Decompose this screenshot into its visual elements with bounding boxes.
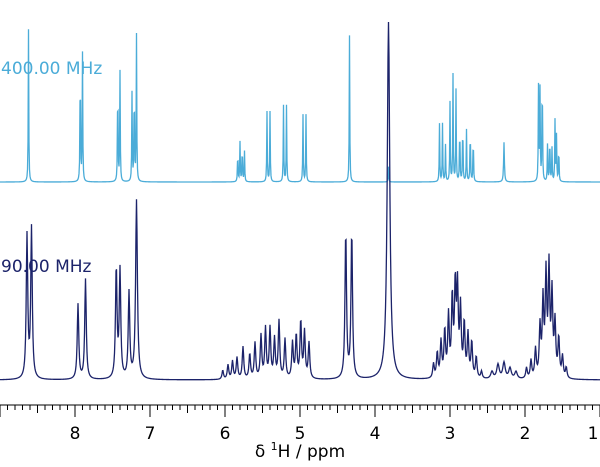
- x-axis: 8 7 6 5 4 3 2 1: [0, 404, 600, 444]
- x-tick-label: 8: [70, 424, 81, 444]
- spectrum-trace-400mhz: [0, 29, 600, 183]
- spectrum-trace-90mhz: [0, 22, 600, 381]
- x-tick-label: 4: [370, 424, 381, 444]
- x-tick-label: 3: [445, 424, 456, 444]
- series-label-90mhz: 90.00 MHz: [1, 257, 92, 277]
- x-tick-label: 6: [220, 424, 231, 444]
- series-label-400mhz: 400.00 MHz: [1, 59, 102, 79]
- x-tick-label: 7: [145, 424, 156, 444]
- x-tick-label: 2: [520, 424, 531, 444]
- x-axis-title: δ 1H / ppm: [255, 440, 345, 462]
- x-tick-label: 5: [295, 424, 306, 444]
- x-ticks: 8 7 6 5 4 3 2 1: [0, 405, 600, 444]
- plot-area: [0, 22, 600, 381]
- x-tick-label: 1: [588, 424, 599, 444]
